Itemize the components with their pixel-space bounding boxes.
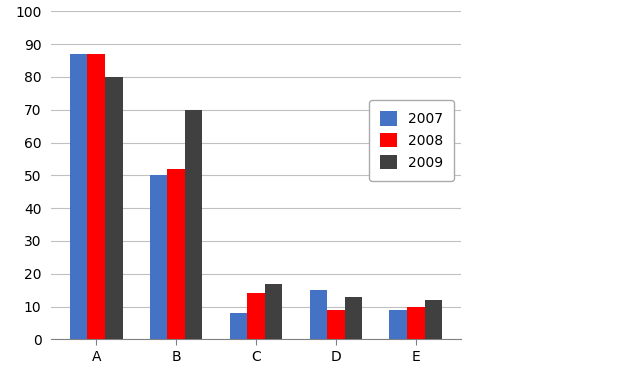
Bar (167, 169, 185, 339)
Bar (424, 300, 442, 339)
Bar (390, 310, 407, 339)
Bar (247, 293, 265, 339)
Bar (70, 54, 88, 339)
Bar (230, 313, 247, 339)
Bar (150, 175, 167, 339)
Bar (327, 310, 345, 339)
Bar (345, 297, 362, 339)
Bar (105, 77, 122, 339)
Bar (407, 307, 424, 339)
Bar (265, 284, 282, 339)
Bar (185, 110, 202, 339)
Bar (310, 290, 327, 339)
Bar (88, 54, 105, 339)
Legend: 2007, 2008, 2009: 2007, 2008, 2009 (369, 100, 454, 181)
